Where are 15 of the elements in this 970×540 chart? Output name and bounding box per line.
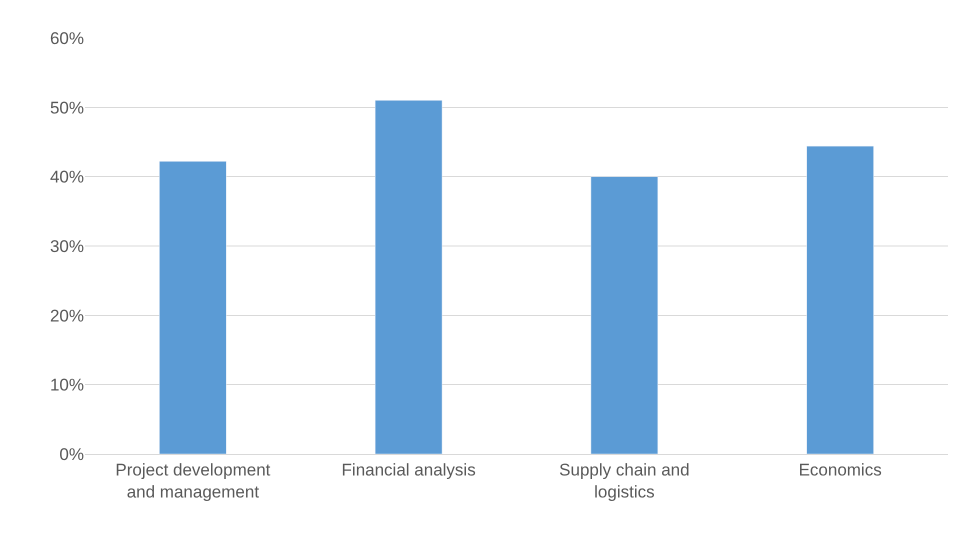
y-tick-label: 50%	[50, 98, 84, 118]
x-tick-label: Project development and management	[115, 460, 271, 502]
bar	[806, 146, 874, 454]
x-tick-label: Financial analysis	[342, 460, 476, 480]
y-tick-label: 60%	[50, 28, 84, 48]
bar	[159, 161, 227, 454]
bar	[374, 100, 442, 454]
y-tick-label: 40%	[50, 168, 84, 187]
y-tick-label: 30%	[50, 236, 84, 256]
bar	[590, 176, 658, 454]
y-tick-label: 20%	[50, 306, 84, 326]
x-tick-label: Economics	[798, 460, 882, 480]
y-tick-label: 0%	[59, 444, 84, 464]
y-tick-label: 10%	[50, 376, 84, 395]
x-tick-label: Supply chain and logistics	[559, 460, 690, 502]
